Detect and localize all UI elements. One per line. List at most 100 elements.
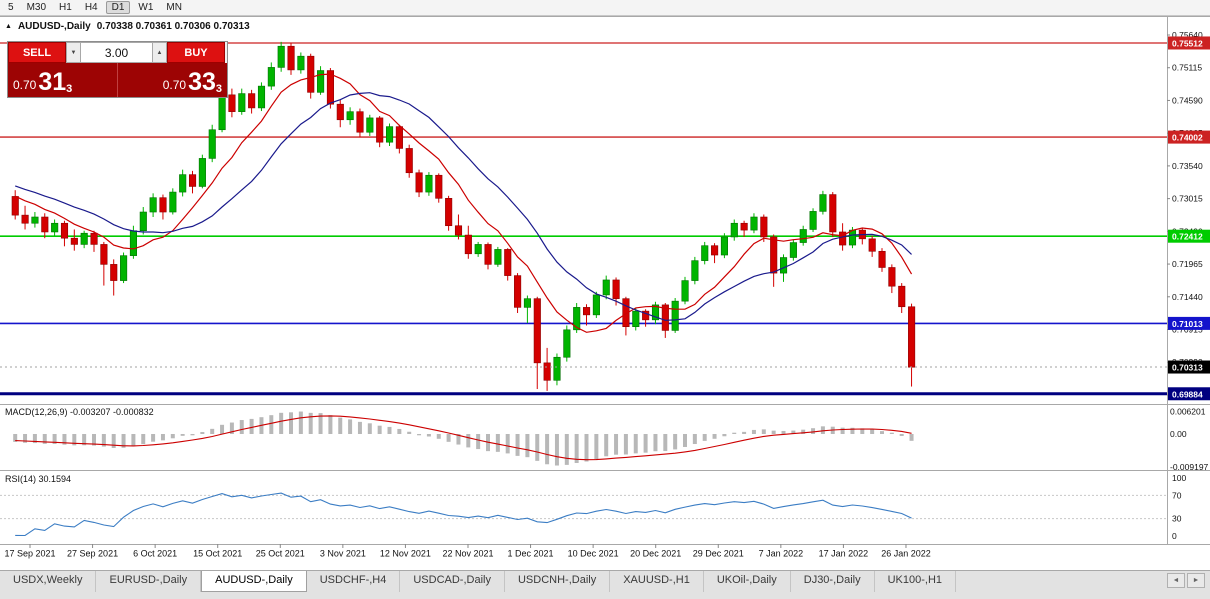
candle-body[interactable] (848, 229, 857, 246)
candle-body[interactable] (514, 275, 522, 308)
chart-tab-dj30-daily[interactable]: DJ30-,Daily (790, 571, 875, 592)
timeframe-button-D1[interactable]: D1 (105, 1, 131, 14)
candle-body[interactable] (159, 197, 167, 213)
timeframe-button-5[interactable]: 5 (8, 2, 14, 13)
candle-body[interactable] (898, 285, 906, 308)
timeframe-button-H4[interactable]: H4 (84, 2, 98, 13)
candle-body[interactable] (31, 216, 39, 224)
candle-body[interactable] (336, 103, 344, 121)
candle-body[interactable] (179, 174, 187, 193)
candle-body[interactable] (277, 45, 285, 68)
candle-body[interactable] (90, 232, 98, 245)
candle-body[interactable] (602, 279, 610, 296)
candle-body[interactable] (819, 194, 827, 212)
candle-body[interactable] (592, 294, 600, 316)
chart-tab-eurusd-daily[interactable]: EURUSD-,Daily (96, 571, 202, 592)
tabs-scroll-left-button[interactable]: ◄ (1167, 573, 1185, 588)
candle-body[interactable] (248, 93, 256, 109)
candle-body[interactable] (228, 94, 236, 112)
candle-body[interactable] (839, 231, 847, 246)
candle-body[interactable] (612, 279, 620, 299)
timeframe-button-M30[interactable]: M30 (26, 2, 47, 13)
candle-body[interactable] (405, 148, 413, 174)
chart-canvas[interactable]: 0.756400.751150.745900.740650.735400.730… (0, 0, 1210, 570)
candle-body[interactable] (494, 249, 502, 265)
candle-body[interactable] (770, 236, 778, 274)
candle-body[interactable] (661, 304, 669, 331)
candle-body[interactable] (110, 264, 118, 281)
sell-price-button[interactable]: 0.70 31 3 (8, 63, 117, 97)
candle-body[interactable] (356, 111, 364, 133)
candle-body[interactable] (445, 198, 453, 227)
candle-body[interactable] (553, 356, 561, 381)
volume-input[interactable] (81, 42, 152, 63)
candle-body[interactable] (60, 222, 69, 239)
candle-body[interactable] (169, 191, 177, 213)
chart-tab-uk100-h1[interactable]: UK100-,H1 (874, 571, 957, 592)
candle-body[interactable] (642, 310, 650, 321)
chart-tab-usdx-weekly[interactable]: USDX,Weekly (0, 571, 97, 592)
candle-body[interactable] (878, 250, 886, 268)
candle-body[interactable] (11, 196, 19, 216)
candle-body[interactable] (198, 158, 206, 187)
chart-tab-ukoil-daily[interactable]: UKOil-,Daily (703, 571, 791, 592)
candle-body[interactable] (120, 255, 128, 281)
candle-body[interactable] (720, 236, 729, 256)
candle-body[interactable] (139, 211, 147, 232)
candle-body[interactable] (129, 230, 137, 256)
candle-body[interactable] (760, 216, 768, 238)
candle-body[interactable] (51, 222, 59, 233)
candle-body[interactable] (543, 362, 551, 381)
candle-body[interactable] (573, 307, 581, 331)
candle-body[interactable] (711, 245, 719, 256)
candle-body[interactable] (622, 298, 630, 328)
chart-tab-xauusd-h1[interactable]: XAUUSD-,H1 (610, 571, 704, 592)
candle-body[interactable] (189, 174, 197, 187)
candle-body[interactable] (326, 70, 335, 105)
volume-increase-button[interactable]: ▲ (152, 42, 167, 63)
candle-body[interactable] (70, 237, 78, 245)
buy-button[interactable]: BUY (167, 42, 225, 63)
sell-button[interactable]: SELL (8, 42, 66, 63)
candle-body[interactable] (868, 238, 876, 252)
candle-body[interactable] (149, 197, 157, 213)
candle-body[interactable] (297, 55, 305, 71)
candle-body[interactable] (730, 222, 738, 238)
chart-tab-usdchf-h4[interactable]: USDCHF-,H4 (306, 571, 401, 592)
candle-body[interactable] (435, 174, 443, 199)
candle-body[interactable] (474, 244, 482, 255)
candle-body[interactable] (267, 67, 275, 87)
candle-body[interactable] (464, 234, 472, 255)
candle-body[interactable] (533, 298, 541, 364)
candle-body[interactable] (809, 211, 817, 230)
candle-body[interactable] (425, 174, 433, 193)
candle-body[interactable] (395, 126, 403, 149)
candle-body[interactable] (523, 298, 532, 308)
chart-tab-usdcad-daily[interactable]: USDCAD-,Daily (400, 571, 505, 592)
candle-body[interactable] (632, 310, 640, 328)
volume-decrease-button[interactable]: ▼ (66, 42, 81, 63)
candle-body[interactable] (484, 244, 492, 265)
timeframe-button-W1[interactable]: W1 (138, 2, 154, 13)
candle-body[interactable] (908, 306, 916, 368)
candle-body[interactable] (218, 94, 226, 131)
candle-body[interactable] (888, 267, 896, 287)
candle-body[interactable] (21, 214, 29, 224)
candle-body[interactable] (563, 329, 571, 358)
candle-body[interactable] (366, 117, 374, 133)
candle-body[interactable] (238, 93, 246, 112)
candle-body[interactable] (701, 245, 709, 261)
candle-body[interactable] (582, 307, 591, 316)
tabs-scroll-right-button[interactable]: ► (1187, 573, 1205, 588)
candle-body[interactable] (779, 257, 788, 274)
candle-body[interactable] (789, 242, 797, 258)
chart-tab-audusd-daily[interactable]: AUDUSD-,Daily (201, 571, 307, 592)
candle-body[interactable] (41, 216, 49, 233)
candle-body[interactable] (80, 232, 88, 245)
candle-body[interactable] (208, 129, 216, 159)
candle-body[interactable] (257, 85, 266, 109)
candle-body[interactable] (799, 229, 807, 243)
candle-body[interactable] (671, 300, 679, 331)
timeframe-button-MN[interactable]: MN (166, 2, 182, 13)
candle-body[interactable] (691, 260, 699, 281)
